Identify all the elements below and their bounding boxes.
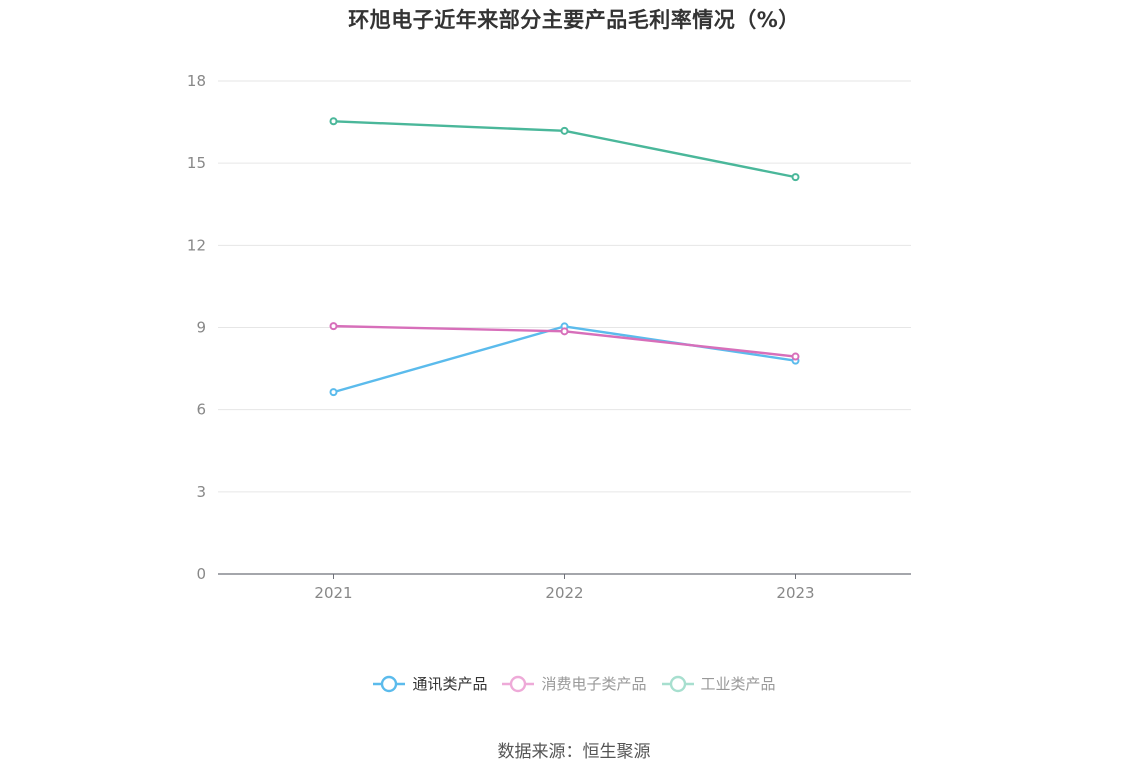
data-point-2-0 xyxy=(329,117,338,126)
y-tick-label-15: 15 xyxy=(187,154,206,172)
chart-title: 环旭电子近年来部分主要产品毛利率情况（%） xyxy=(348,8,800,32)
data-point-1-1 xyxy=(560,327,569,336)
x-tick-label-2021: 2021 xyxy=(314,584,352,602)
legend-circle-2 xyxy=(669,675,686,692)
data-point-2-2 xyxy=(791,173,800,182)
legend-marker-1 xyxy=(502,675,535,692)
series-line-0 xyxy=(333,325,796,394)
series-layer xyxy=(329,117,800,397)
data-source-note: 数据来源：恒生聚源 xyxy=(497,742,651,762)
y-tick-label-0: 0 xyxy=(196,565,206,583)
legend-marker-0 xyxy=(373,675,406,692)
x-tick-label-2023: 2023 xyxy=(776,584,814,602)
legend-item-0[interactable]: 通讯类产品 xyxy=(372,673,487,694)
y-tick-label-12: 12 xyxy=(187,236,206,254)
data-point-1-0 xyxy=(329,322,338,331)
x-tick-label-2022: 2022 xyxy=(545,584,583,602)
legend-circle-1 xyxy=(510,675,527,692)
data-point-1-2 xyxy=(791,352,800,361)
legend-item-1[interactable]: 消费电子类产品 xyxy=(501,673,647,694)
grid-layer xyxy=(218,80,911,493)
data-point-0-0 xyxy=(329,388,338,397)
y-tick-label-9: 9 xyxy=(196,319,206,337)
legend-marker-2 xyxy=(661,675,694,692)
legend-circle-0 xyxy=(381,675,398,692)
axis-layer: 0 3 6 9 12 15 18 2021 2022 2023 xyxy=(187,72,911,602)
data-point-2-1 xyxy=(560,126,569,135)
legend-label-2: 工业类产品 xyxy=(700,675,776,693)
legend-item-2[interactable]: 工业类产品 xyxy=(661,673,776,694)
legend-label-0: 通讯类产品 xyxy=(412,675,488,693)
legend: 通讯类产品 消费电子类产品 工业类产品 xyxy=(0,673,1148,694)
y-tick-label-3: 3 xyxy=(196,483,206,501)
y-tick-label-18: 18 xyxy=(187,72,206,90)
legend-label-1: 消费电子类产品 xyxy=(541,675,647,693)
y-tick-label-6: 6 xyxy=(196,401,206,419)
